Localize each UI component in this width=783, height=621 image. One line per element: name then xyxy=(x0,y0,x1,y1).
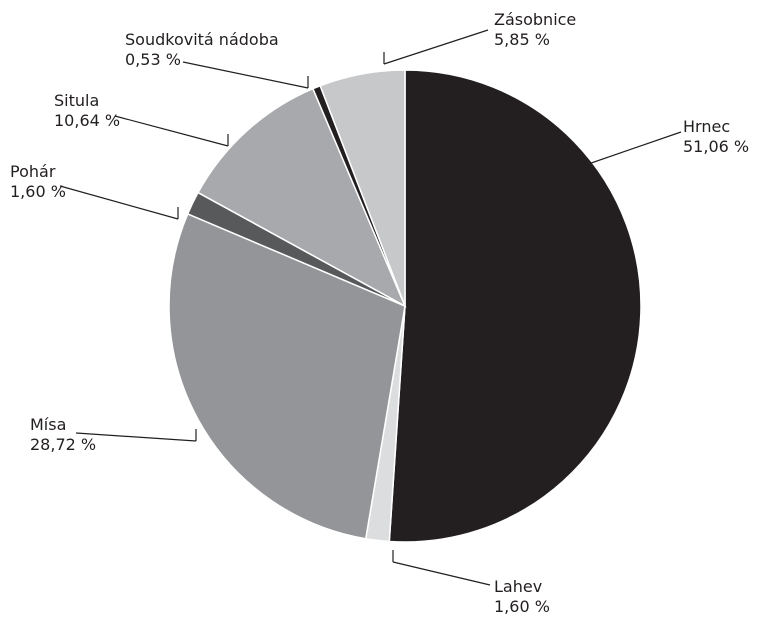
leader-line-situla xyxy=(114,115,229,147)
pie-slices xyxy=(168,69,642,543)
slice-label-zasobnice: Zásobnice xyxy=(494,10,576,29)
leader-tick-hrnec xyxy=(567,157,572,171)
slice-label-pohar: Pohár xyxy=(10,162,56,181)
slice-value-soudkovita-nadoba: 0,53 % xyxy=(125,50,181,69)
slice-label-misa: Mísa xyxy=(30,415,66,434)
slice-value-situla: 10,64 % xyxy=(54,111,120,130)
slice-label-hrnec: Hrnec xyxy=(683,117,730,136)
pie-slice-zasobnice xyxy=(319,69,406,307)
pie-slice-misa xyxy=(168,212,406,540)
slice-label-situla: Situla xyxy=(54,91,99,110)
leader-line-soudkovita-nadoba xyxy=(182,61,309,89)
slice-value-pohar: 1,60 % xyxy=(10,182,66,201)
pie-slice-hrnec xyxy=(388,69,642,543)
slice-value-misa: 28,72 % xyxy=(30,435,96,454)
leader-line-lahev xyxy=(392,561,491,586)
slice-value-zasobnice: 5,85 % xyxy=(494,30,550,49)
leader-line-hrnec xyxy=(570,131,682,171)
leader-line-misa xyxy=(75,432,197,442)
leader-line-pohar xyxy=(59,185,179,220)
pie-slice-situla xyxy=(197,87,407,308)
slice-label-soudkovita-nadoba: Soudkovitá nádoba xyxy=(125,30,279,49)
slice-label-lahev: Lahev xyxy=(494,577,542,596)
slice-value-hrnec: 51,06 % xyxy=(683,137,749,156)
leader-line-zasobnice xyxy=(383,29,489,65)
slice-value-lahev: 1,60 % xyxy=(494,597,550,616)
